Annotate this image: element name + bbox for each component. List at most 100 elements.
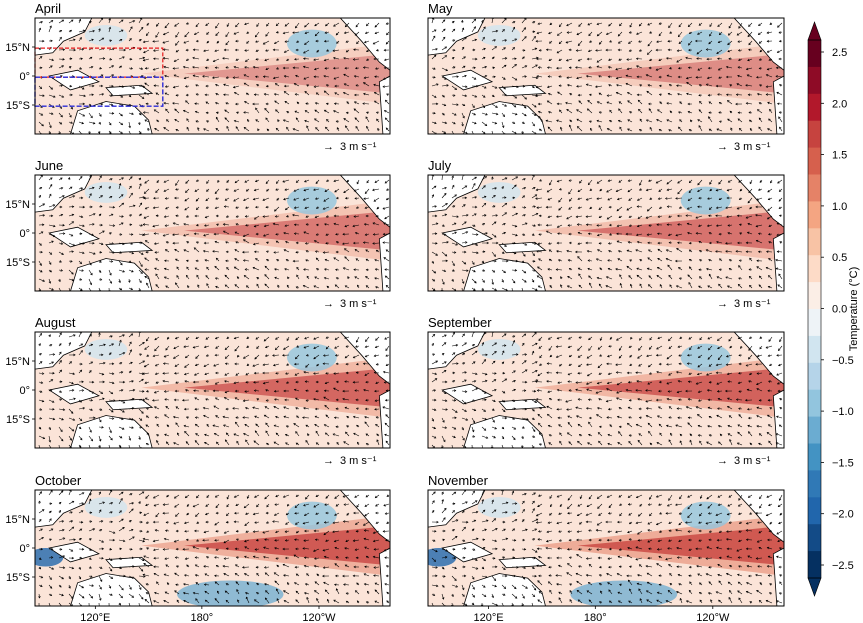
wind-arrow-head	[40, 113, 44, 116]
wind-arrow	[78, 242, 85, 244]
wind-arrow-head	[295, 180, 299, 183]
wind-arrow-head	[549, 285, 552, 288]
wind-arrow	[245, 58, 250, 62]
wind-arrow-head	[142, 360, 146, 363]
wind-arrow	[155, 92, 160, 96]
wind-arrow-head	[276, 259, 279, 262]
wind-arrow-head	[462, 115, 465, 119]
wind-arrow-head	[71, 205, 75, 209]
wind-arrow-head	[452, 94, 456, 97]
wind-arrow	[531, 121, 535, 127]
wind-arrow-head	[738, 259, 742, 262]
wind-arrow	[511, 233, 518, 236]
wind-arrow-head	[727, 118, 730, 122]
wind-arrow-head	[775, 66, 779, 70]
wind-arrow-head	[566, 31, 570, 34]
wind-arrow-head	[122, 352, 126, 355]
wind-arrow-head	[556, 66, 559, 70]
wind-arrow-head	[138, 177, 142, 181]
wind-arrow	[38, 103, 43, 108]
wind-arrow-head	[121, 427, 125, 430]
wind-arrow	[627, 119, 633, 123]
wind-arrow-head	[434, 232, 438, 235]
wind-arrow	[98, 390, 103, 394]
wind-arrow-head	[352, 224, 355, 228]
wind-arrow-head	[73, 353, 76, 357]
wind-arrow-head	[139, 280, 142, 284]
land-maritime-continent	[48, 69, 100, 91]
wind-arrow	[205, 197, 210, 201]
wind-arrow-head	[696, 52, 700, 55]
wind-arrow-head	[627, 128, 630, 131]
wind-arrow	[138, 27, 144, 33]
wind-arrow-head	[175, 43, 178, 46]
wind-arrow-head	[748, 275, 752, 279]
wind-arrow-head	[699, 250, 702, 253]
wind-arrow	[128, 362, 133, 365]
wind-arrow-head	[548, 111, 551, 114]
wind-arrow-head	[123, 48, 127, 52]
wind-arrow-head	[521, 260, 525, 263]
wind-arrow-head	[515, 259, 519, 263]
wind-arrow-head	[224, 198, 228, 201]
wind-arrow	[333, 257, 340, 262]
wind-arrow-head	[512, 21, 516, 24]
wind-arrow	[163, 179, 170, 183]
wind-arrow-head	[323, 39, 327, 43]
wind-arrow-head	[728, 268, 732, 271]
wind-arrow-head	[163, 180, 167, 183]
region-box-north	[34, 47, 164, 78]
wind-arrow-head	[235, 102, 238, 106]
wind-arrow-head	[144, 268, 147, 271]
wind-arrow	[688, 40, 693, 46]
wind-arrow	[501, 345, 506, 347]
wind-arrow-head	[153, 242, 157, 245]
wind-arrow	[441, 214, 447, 217]
wind-arrow-head	[767, 197, 771, 201]
wind-arrow-head	[523, 27, 527, 30]
wind-arrow	[332, 49, 340, 52]
wind-arrow-head	[215, 83, 218, 87]
wind-arrow	[334, 92, 340, 96]
wind-arrow-head	[383, 222, 386, 225]
wind-arrow-head	[295, 407, 298, 410]
wind-arrow-head	[756, 109, 760, 112]
wind-arrow-head	[725, 65, 729, 69]
wind-arrow-head	[90, 438, 94, 442]
wind-arrow-head	[364, 31, 368, 35]
wind-arrow-head	[49, 269, 52, 273]
wind-arrow-head	[737, 118, 741, 121]
wind-arrow	[706, 83, 713, 87]
wind-arrow	[766, 94, 773, 96]
wind-arrow	[118, 371, 123, 374]
wind-arrow-head	[152, 224, 155, 228]
wind-arrow	[138, 332, 141, 338]
wind-arrow-head	[186, 118, 189, 121]
wind-arrow-head	[255, 40, 258, 43]
wind-arrow-head	[608, 223, 612, 227]
wind-arrow-head	[292, 128, 296, 131]
wind-arrow-head	[265, 181, 269, 185]
wind-arrow-head	[737, 66, 741, 69]
wind-arrow	[636, 65, 643, 69]
wind-arrow	[779, 126, 783, 132]
wind-arrow-head	[577, 59, 581, 62]
wind-arrow	[325, 414, 330, 419]
wind-arrow	[578, 284, 583, 289]
wind-arrow-head	[165, 206, 168, 210]
wind-arrow	[521, 187, 526, 190]
wind-arrow-head	[282, 119, 286, 122]
wind-arrow	[314, 85, 320, 88]
wind-arrow	[618, 40, 623, 44]
wind-arrow	[144, 179, 150, 184]
wind-arrow	[88, 175, 92, 181]
wind-arrow	[294, 206, 300, 209]
wind-arrow-head	[247, 118, 250, 122]
wind-arrow-head	[72, 243, 76, 247]
wind-arrow-head	[194, 110, 198, 114]
wind-arrow-head	[354, 276, 357, 279]
wind-arrow-head	[757, 188, 761, 191]
wind-arrow-head	[535, 76, 539, 80]
wind-arrow-head	[655, 48, 658, 52]
wind-arrow-head	[50, 379, 54, 382]
